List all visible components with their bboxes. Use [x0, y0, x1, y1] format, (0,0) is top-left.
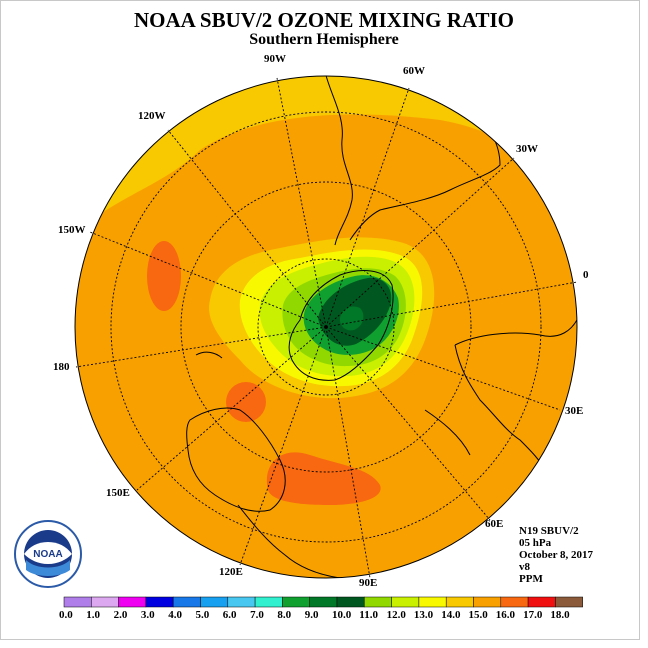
colorbar-swatch — [145, 596, 174, 608]
chart-subtitle: Southern Hemisphere — [249, 31, 399, 48]
colorbar-swatch — [473, 596, 502, 608]
colorbar-tick-label: 9.0 — [305, 609, 319, 621]
colorbar-tick-label: 4.0 — [168, 609, 182, 621]
info-satellite: N19 SBUV/2 — [519, 525, 579, 537]
info-level: 05 hPa — [519, 537, 552, 549]
lon-30w: 30W — [516, 143, 538, 155]
colorbar-tick-label: 15.0 — [469, 609, 489, 621]
colorbar-tick-label: 12.0 — [387, 609, 407, 621]
lon-150w: 150W — [58, 224, 86, 236]
colorbar-swatch — [555, 596, 583, 608]
lon-60w: 60W — [403, 65, 425, 77]
longitude-labels: 90W 60W 30W 0 30E 60E 90E 120E 150E 180 … — [53, 53, 589, 589]
colorbar-swatch — [200, 596, 229, 608]
colorbar-swatch — [391, 596, 420, 608]
colorbar-tick-label: 17.0 — [523, 609, 543, 621]
info-date: October 8, 2017 — [519, 549, 594, 561]
colorbar-swatch — [364, 596, 392, 608]
info-version: v8 — [519, 561, 530, 573]
colorbar-swatch — [227, 596, 256, 608]
lon-0: 0 — [583, 269, 589, 281]
lon-150e: 150E — [106, 487, 130, 499]
logo-text: NOAA — [33, 549, 62, 560]
chart-title: NOAA SBUV/2 OZONE MIXING RATIO — [134, 8, 514, 32]
colorbar-tick-label: 7.0 — [250, 609, 264, 621]
colorbar-swatch — [63, 596, 92, 608]
colorbar-tick-label: 14.0 — [441, 609, 461, 621]
colorbar-swatch — [254, 596, 283, 608]
colorbar-tick-label: 8.0 — [277, 609, 291, 621]
colorbar-swatch — [309, 596, 338, 608]
lon-60e: 60E — [485, 518, 503, 530]
colorbar-swatch — [527, 596, 556, 608]
lon-90e: 90E — [359, 577, 377, 589]
colorbar-tick-label: 13.0 — [414, 609, 434, 621]
colorbar-tick-label: 18.0 — [550, 609, 570, 621]
coastlines — [186, 76, 577, 578]
noaa-logo: NOAA — [14, 520, 82, 588]
colorbar-swatch — [91, 596, 119, 608]
info-units: PPM — [519, 573, 543, 585]
colorbar-tick-label: 2.0 — [114, 609, 128, 621]
ozone-field — [75, 76, 577, 578]
lon-30e: 30E — [565, 405, 583, 417]
colorbar-swatch — [172, 596, 201, 608]
colorbar-labels: 0.0 1.0 2.0 3.0 4.0 5.0 6.0 7.0 8.0 9.0 10.0 11.0 12… — [59, 609, 570, 621]
graticule — [75, 77, 578, 579]
colorbar-swatch — [282, 596, 310, 608]
colorbar-tick-label: 3.0 — [141, 609, 155, 621]
colorbar-tick-label: 10.0 — [332, 609, 352, 621]
lon-90w: 90W — [264, 53, 286, 65]
colorbar-tick-label: 11.0 — [359, 609, 378, 621]
colorbar-swatch — [445, 596, 474, 608]
lon-180: 180 — [53, 361, 70, 373]
colorbar-tick-label: 6.0 — [223, 609, 237, 621]
colorbar-swatches — [63, 596, 583, 608]
figure-frame — [0, 0, 640, 640]
colorbar-swatch — [336, 596, 365, 608]
lon-120e: 120E — [219, 566, 243, 578]
colorbar-tick-label: 16.0 — [496, 609, 516, 621]
colorbar-swatch — [500, 596, 529, 608]
lon-120w: 120W — [138, 110, 166, 122]
colorbar-tick-label: 0.0 — [59, 609, 73, 621]
colorbar-swatch — [418, 596, 447, 608]
colorbar-tick-label: 5.0 — [196, 609, 210, 621]
colorbar-swatch — [118, 596, 147, 608]
map-boundary — [74, 75, 578, 579]
colorbar-tick-label: 1.0 — [86, 609, 100, 621]
